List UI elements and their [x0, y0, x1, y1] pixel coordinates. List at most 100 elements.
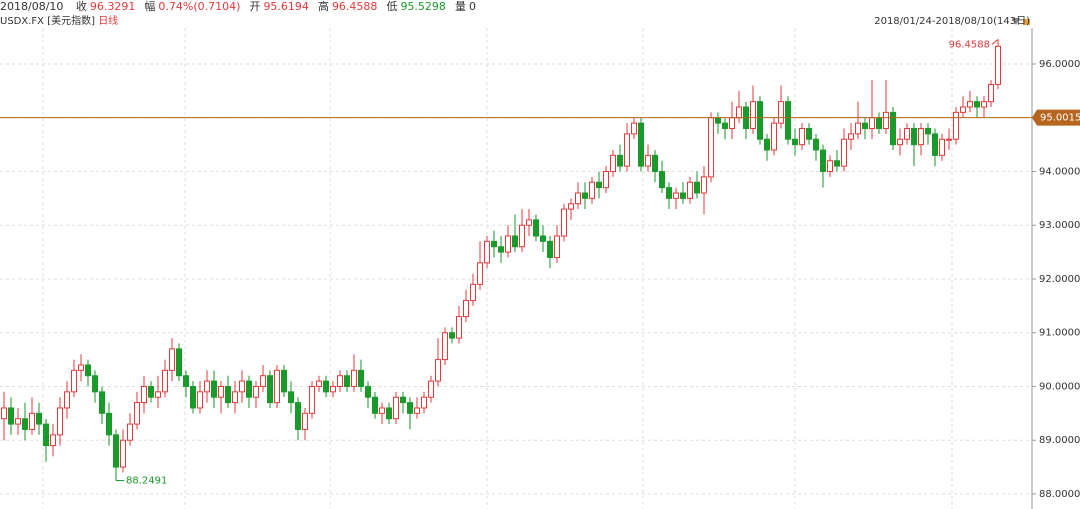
period[interactable]: 日线 [98, 16, 119, 27]
candle-body [8, 407, 14, 425]
quote-item: 低 95.5298 [386, 0, 446, 13]
candle-body [274, 369, 280, 404]
candle-body [365, 385, 371, 398]
candle-body [449, 332, 455, 339]
candle-body [246, 380, 252, 398]
quote-label: 收 [75, 0, 87, 13]
quote-item: 开 95.6194 [249, 0, 309, 13]
candle-body [995, 45, 1001, 85]
candle-body [694, 181, 700, 194]
quote-item: 收 96.3291 [76, 0, 136, 13]
candle-body [484, 240, 490, 264]
candle-body [701, 176, 707, 194]
candle-body [50, 434, 56, 447]
candle-body [309, 385, 315, 414]
candle-body [862, 122, 868, 129]
dropdown-icon[interactable] [1012, 18, 1020, 25]
candle-body [183, 375, 189, 387]
candle-body [267, 375, 273, 404]
candle-body [722, 122, 728, 129]
candle-body [64, 391, 70, 409]
candle-body [477, 262, 483, 285]
candle-body [589, 181, 595, 199]
candle-body [834, 160, 840, 167]
candle-body [288, 391, 294, 404]
candle-body [169, 348, 175, 371]
max-label: 96.4588 [949, 39, 990, 50]
candle-body [197, 391, 203, 409]
candle-body [687, 181, 693, 199]
candle-body [218, 385, 224, 398]
candle-body [323, 380, 329, 393]
candle-body [302, 412, 308, 430]
candle-body [715, 117, 721, 124]
symbol-bar: USDX.FX [美元指数] 日线 [0, 15, 118, 29]
candle-body [932, 133, 938, 156]
candle-body [806, 127, 812, 140]
candle-body [617, 154, 623, 167]
candle-body [358, 369, 364, 387]
candle-body [491, 240, 497, 248]
candle-body [771, 122, 777, 151]
y-tick-label: 93.0000 [1039, 220, 1080, 231]
candle-body [841, 138, 847, 167]
candle-body [344, 375, 350, 387]
quote-item: 高 96.4588 [318, 0, 378, 13]
date-range[interactable]: 2018/01/24-2018/08/10(143日) [874, 16, 1030, 27]
candle-body [540, 235, 546, 242]
candle-body [421, 396, 427, 409]
candle-body [505, 235, 511, 253]
quote-value: 95.6194 [263, 0, 309, 13]
candle-body [330, 385, 336, 393]
candle-body [106, 412, 112, 436]
candle-body [652, 154, 658, 172]
candle-body [85, 364, 91, 377]
candle-body [799, 127, 805, 146]
candle-body [792, 138, 798, 146]
last-price-tag [1032, 109, 1080, 126]
quote-value: 0 [468, 0, 476, 13]
candle-body [547, 240, 553, 258]
y-tick-label: 89.0000 [1039, 435, 1080, 446]
candle-body [351, 369, 357, 387]
candle-body [127, 423, 133, 441]
candle-body [575, 192, 581, 205]
candle-body [141, 385, 147, 404]
candle-body [239, 380, 245, 393]
candle-body [407, 402, 413, 414]
y-tick-label: 88.0000 [1039, 489, 1080, 500]
candle-body [29, 412, 35, 430]
candle-body [337, 375, 343, 387]
candle-body [470, 283, 476, 301]
candle-body [967, 101, 973, 108]
lock-icon[interactable] [1023, 19, 1030, 25]
quote-label: 量 [454, 0, 466, 13]
candle-body [638, 122, 644, 167]
quote-value: 96.3291 [89, 0, 136, 13]
candle-body [785, 101, 791, 140]
candle-body [232, 391, 238, 404]
candle-body [316, 380, 322, 387]
candle-body [442, 332, 448, 361]
candle-body [155, 391, 161, 398]
candle-body [148, 385, 154, 398]
candle-body [519, 224, 525, 248]
candle-body [939, 138, 945, 156]
candle-body [974, 101, 980, 108]
candle-body [631, 122, 637, 135]
candle-body [281, 369, 287, 393]
candle-body [659, 170, 665, 189]
y-tick-label: 96.0000 [1039, 59, 1080, 70]
quote-label: 低 [386, 0, 398, 13]
candle-body [988, 83, 994, 103]
symbol: USDX.FX [0, 16, 44, 27]
candle-body [568, 203, 574, 210]
candle-body [456, 316, 462, 339]
candle-body [463, 299, 469, 318]
vertical-grid [42, 28, 953, 509]
quote-value: 96.4588 [331, 0, 378, 13]
candle-body [603, 170, 609, 189]
symbol-name: [美元指数] [47, 16, 95, 27]
candle-body [883, 111, 889, 129]
